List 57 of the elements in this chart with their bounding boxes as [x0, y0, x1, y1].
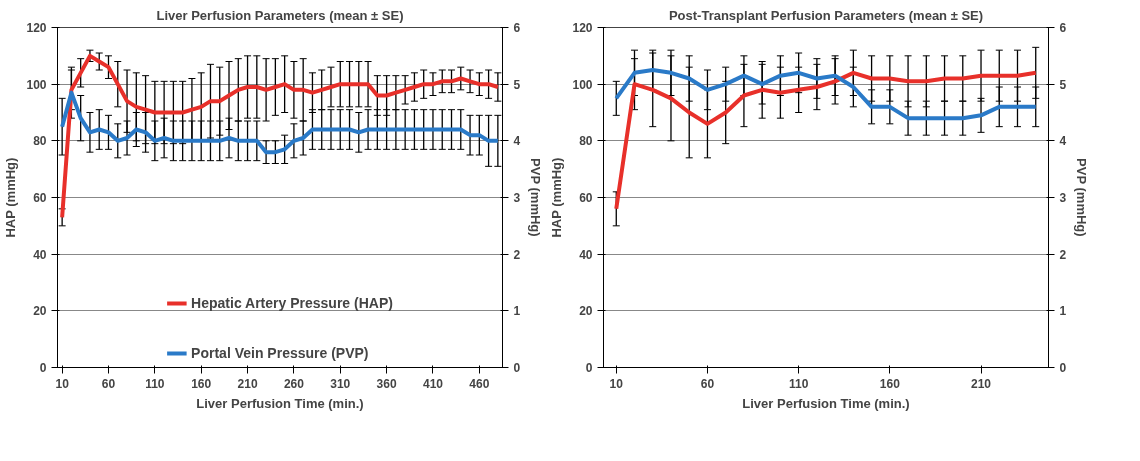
y-tick-label: 0: [39, 361, 47, 375]
y-tick-label: 40: [33, 247, 47, 262]
x-tick-label: 210: [971, 376, 992, 391]
y-tick-label: 60: [33, 191, 47, 205]
y-tick-label: 0: [585, 361, 593, 375]
x-tick-label: 310: [330, 376, 351, 391]
chart-title: Liver Perfusion Parameters (mean ± SE): [156, 7, 404, 23]
y-tick-label: 40: [579, 247, 593, 262]
y2-tick-label: 2: [1059, 247, 1067, 262]
y-tick-label: 100: [572, 77, 593, 92]
line-series: [614, 68, 1038, 121]
x-tick-label: 260: [283, 376, 305, 391]
legend-label: Portal Vein Pressure (PVP): [191, 345, 369, 361]
x-tick-label: 110: [788, 376, 809, 391]
x-tick-label: 210: [237, 376, 258, 391]
y2-tick-label: 3: [513, 191, 521, 205]
legend-label: Hepatic Artery Pressure (HAP): [191, 295, 393, 311]
x-tick-label: 360: [376, 376, 397, 391]
y2-tick-label: 1: [513, 304, 521, 319]
x-tick-label: 160: [191, 376, 212, 391]
y2-tick-label: 2: [513, 247, 521, 262]
x-tick-label: 460: [469, 376, 490, 391]
y2-tick-label: 6: [1059, 21, 1067, 35]
x-axis-title: Liver Perfusion Time (min.): [196, 395, 364, 411]
y-tick-label: 120: [572, 21, 593, 35]
x-tick-label: 10: [609, 376, 624, 391]
y2-tick-label: 6: [513, 21, 521, 35]
y-tick-label: 20: [579, 304, 593, 319]
y2-tick-label: 4: [1059, 134, 1067, 149]
y2-tick-label: 1: [1059, 304, 1067, 319]
line-series: [60, 90, 500, 155]
line-series: [60, 53, 500, 220]
y2-tick-label: 0: [513, 361, 521, 375]
x-tick-label: 60: [101, 376, 116, 391]
y-axis-title: HAP (mmHg): [3, 157, 19, 238]
y2-axis-title: PVP (mmHg): [528, 158, 544, 237]
y2-axis-title: PVP (mmHg): [1074, 158, 1090, 237]
y-tick-label: 100: [26, 77, 47, 92]
y2-tick-label: 4: [513, 134, 521, 149]
y2-tick-label: 5: [1059, 77, 1067, 92]
y2-tick-label: 0: [1059, 361, 1067, 375]
y-tick-label: 60: [579, 191, 593, 205]
y-tick-label: 80: [33, 134, 47, 149]
y2-tick-label: 3: [1059, 191, 1067, 205]
x-tick-label: 410: [422, 376, 444, 391]
y-tick-label: 20: [33, 304, 47, 319]
y-tick-label: 120: [26, 21, 47, 35]
y-tick-label: 80: [579, 134, 593, 149]
y-axis-title: HAP (mmHg): [549, 157, 565, 238]
x-tick-label: 160: [879, 376, 901, 391]
x-axis-title: Liver Perfusion Time (min.): [742, 395, 910, 411]
x-tick-label: 10: [55, 376, 70, 391]
y2-tick-label: 5: [513, 77, 521, 92]
line-series: [614, 70, 1038, 211]
chart-title: Post-Transplant Perfusion Parameters (mean ± SE): [668, 7, 984, 23]
x-tick-label: 110: [145, 376, 165, 391]
x-tick-label: 60: [700, 376, 715, 391]
